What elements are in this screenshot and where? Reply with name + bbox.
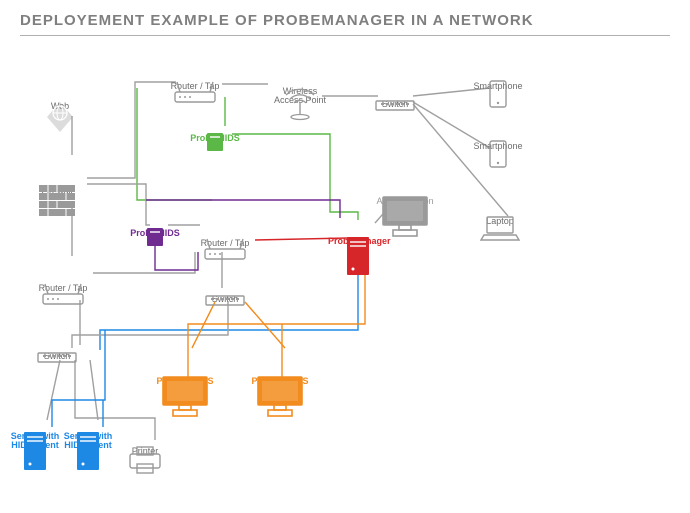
node-probe_mgr: ProbeManager — [345, 235, 371, 246]
node-server1: Server with HIDS client — [22, 430, 48, 451]
node-router1: Router / Tap — [172, 80, 218, 91]
node-router3: Router / Tap — [40, 282, 86, 293]
phone-icon — [488, 140, 508, 170]
node-probe_nids1: Probe NIDS — [206, 132, 224, 143]
node-wap: Wireless Access Point — [280, 85, 320, 106]
edge — [232, 134, 358, 220]
node-smartphone2: Smartphone — [488, 140, 508, 151]
node-pc2: PC with HIDS client — [254, 375, 306, 396]
edge — [90, 360, 98, 420]
monitor-icon — [254, 375, 306, 419]
node-router2: Router / Tap — [202, 237, 248, 248]
node-switch1: Switch — [375, 98, 415, 109]
node-web: Web — [43, 100, 77, 111]
edge — [245, 302, 285, 348]
edge — [72, 302, 228, 348]
phone-icon — [488, 80, 508, 110]
router-icon — [202, 237, 248, 265]
router-icon — [40, 282, 86, 310]
probe-icon — [146, 227, 164, 247]
edge — [192, 302, 215, 348]
node-pc1: PC with HIDS client — [159, 375, 211, 396]
switch-icon — [375, 98, 415, 112]
server-icon — [345, 235, 371, 277]
server-icon — [22, 430, 48, 472]
node-admin: Administration terminal — [379, 195, 431, 216]
monitor-icon — [379, 195, 431, 239]
edge — [146, 200, 340, 218]
node-smartphone1: Smartphone — [488, 80, 508, 91]
web-icon — [43, 100, 77, 134]
edge — [87, 184, 150, 225]
server-icon — [75, 430, 101, 472]
switch-icon — [205, 293, 245, 307]
wap-icon — [280, 85, 320, 121]
node-switch3: Switch — [37, 350, 77, 361]
switch-icon — [37, 350, 77, 364]
edge — [47, 360, 60, 420]
diagram-canvas: Web Firewall Router / Tap Wireless Acces… — [0, 0, 690, 513]
edge — [188, 262, 365, 378]
node-printer: Printer — [127, 445, 163, 456]
node-server2: Server with HIDS client — [75, 430, 101, 451]
firewall-icon — [39, 185, 75, 217]
monitor-icon — [159, 375, 211, 419]
node-probe_nids2: Probe NIDS — [146, 227, 164, 238]
node-laptop: Laptop — [480, 215, 520, 226]
laptop-icon — [480, 215, 520, 243]
edge — [87, 82, 176, 178]
probe-icon — [206, 132, 224, 152]
node-switch2: Switch — [205, 293, 245, 304]
node-firewall: Firewall — [39, 185, 75, 196]
printer-icon — [127, 445, 163, 475]
router-icon — [172, 80, 218, 108]
